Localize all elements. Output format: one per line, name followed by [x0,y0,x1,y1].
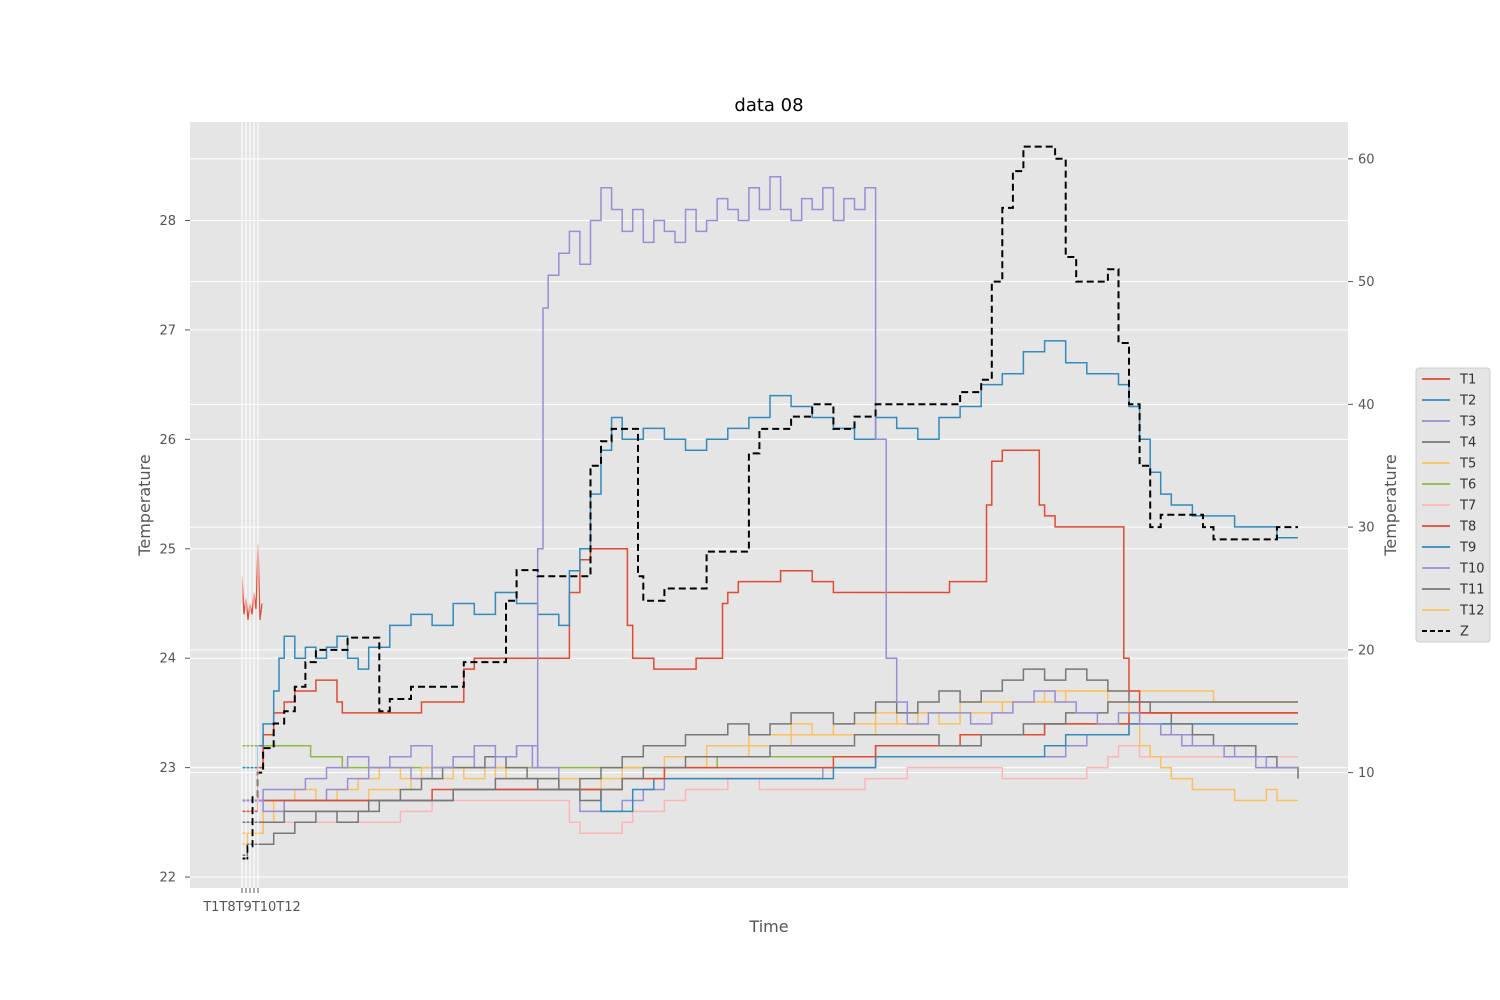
y-axis-left-label: Temperature [135,454,154,556]
chart-title: data 08 [734,95,803,116]
y-right-tick-label: 30 [1358,521,1375,536]
legend-label-t2: T2 [1459,394,1476,409]
y-left-tick-label: 27 [159,323,176,338]
y-axis-left-ticks: 22 23 24 25 26 27 28 [159,214,190,886]
series-line-t1 [242,449,1298,813]
legend-label-t6: T6 [1459,478,1476,493]
y-right-tick-label: 10 [1358,766,1375,781]
legend-label-t9: T9 [1459,541,1476,556]
legend-label-t3: T3 [1459,415,1476,430]
legend-label-t12: T12 [1459,604,1484,619]
legend: T1 T2 T3 T4 T5 T6 T7 T8 T9 T10 T11 T12 Z [1415,367,1491,643]
legend-label-t1: T1 [1459,373,1476,388]
y-right-tick-label: 20 [1358,643,1375,658]
series-line-t7 [242,744,1298,835]
y-left-tick-label: 25 [159,542,176,557]
legend-label-t10: T10 [1459,562,1484,577]
y-left-tick-label: 26 [159,433,176,448]
legend-label-t7: T7 [1459,499,1476,514]
legend-label-t4: T4 [1459,436,1476,451]
legend-label-t8: T8 [1459,520,1476,535]
y-axis-right-ticks: 10 20 30 40 50 60 [1348,152,1375,781]
y-right-tick-label: 60 [1358,152,1375,167]
y-right-tick-label: 50 [1358,275,1375,290]
legend-label-t11: T11 [1459,583,1484,598]
y-axis-right-label: Temperature [1381,454,1400,556]
x-axis-label: Time [748,917,788,936]
series-line-t4 [242,701,1298,824]
y-left-tick-label: 23 [159,761,176,776]
y-left-tick-label: 22 [159,871,176,886]
x-tick-label: T1T8T9T10T12 [202,900,301,915]
series-line-t2 [242,340,1298,769]
legend-label-z: Z [1460,625,1469,640]
y-left-tick-label: 24 [159,652,176,667]
plot-background [190,122,1348,888]
series-line-t10 [242,175,1298,802]
y-right-tick-label: 40 [1358,398,1375,413]
series-line-z [242,145,1298,860]
y-left-tick-label: 28 [159,214,176,229]
legend-label-t5: T5 [1459,457,1476,472]
series-line-t5 [242,690,1298,835]
legend-box [1415,367,1491,643]
x-tick-marks [241,122,259,893]
series-layer [241,145,1299,860]
series-line-t8 [242,712,1298,802]
gridlines-right [190,158,1348,774]
